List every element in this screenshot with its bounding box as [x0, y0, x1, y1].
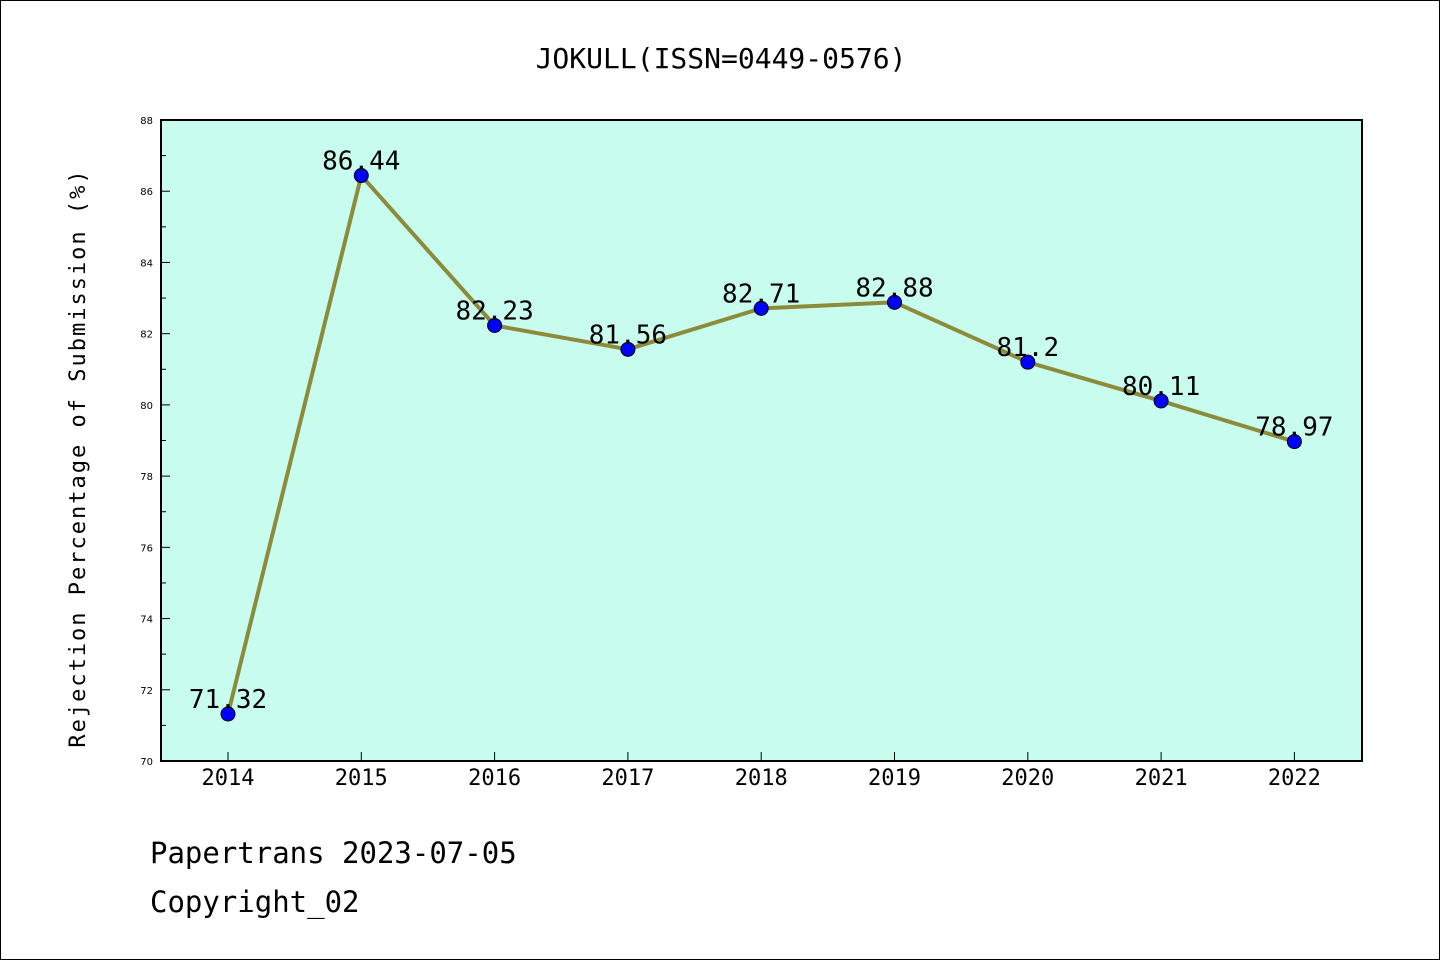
y-tick-label: 88 [140, 116, 153, 127]
y-tick-label: 86 [140, 187, 153, 198]
x-tick-label: 2018 [735, 766, 788, 791]
data-point [220, 706, 236, 722]
data-point [887, 294, 902, 310]
axes: 70 72 74 76 78 80 82 84 86 88 2014 2015 2016 2017 2018… [140, 116, 1321, 791]
data-point [487, 317, 503, 333]
x-tick-label: 2021 [1135, 766, 1188, 791]
y-tick-label: 72 [140, 686, 153, 697]
y-tick-label: 76 [140, 543, 153, 554]
data-label: 71.32 [189, 685, 267, 715]
data-point [353, 168, 369, 184]
x-tick-label: 2016 [468, 766, 521, 791]
footer-date: Papertrans 2023-07-05 [150, 836, 517, 870]
data-point [1153, 393, 1169, 409]
data-point [1286, 434, 1302, 450]
y-axis-label: Rejection Percentage of Submission (%) [66, 168, 91, 747]
data-label: 82.88 [855, 273, 933, 303]
data-point [753, 300, 769, 316]
y-tick-label: 70 [140, 757, 153, 768]
chart-title: JOKULL(ISSN=0449-0576) [536, 42, 907, 75]
data-label: 82.71 [722, 279, 800, 309]
data-point [1020, 354, 1036, 370]
x-tick-label: 2019 [868, 766, 921, 791]
data-label: 81.2 [996, 333, 1059, 363]
footer-copyright: Copyright_02 [150, 885, 360, 919]
y-tick-label: 78 [140, 472, 153, 483]
data-label: 80.11 [1122, 372, 1200, 402]
y-tick-label: 82 [140, 330, 153, 341]
x-tick-label: 2020 [1001, 766, 1054, 791]
series-layer: 71.32 86.44 82.23 81.56 82.71 82.88 81.2 80.11 7… [189, 147, 1334, 722]
data-label: 81.56 [589, 320, 667, 350]
x-tick-label: 2015 [335, 766, 388, 791]
plot-frame [160, 119, 1363, 762]
data-label: 86.44 [322, 147, 400, 177]
x-tick-label: 2022 [1268, 766, 1321, 791]
y-tick-label: 84 [140, 258, 153, 269]
data-label: 78.97 [1255, 413, 1333, 443]
x-tick-label: 2017 [601, 766, 654, 791]
data-label: 82.23 [455, 296, 533, 326]
plot-area [161, 120, 1362, 761]
y-tick-label: 74 [140, 615, 153, 626]
data-point [620, 341, 636, 357]
y-tick-label: 80 [140, 401, 153, 412]
x-tick-label: 2014 [202, 766, 255, 791]
